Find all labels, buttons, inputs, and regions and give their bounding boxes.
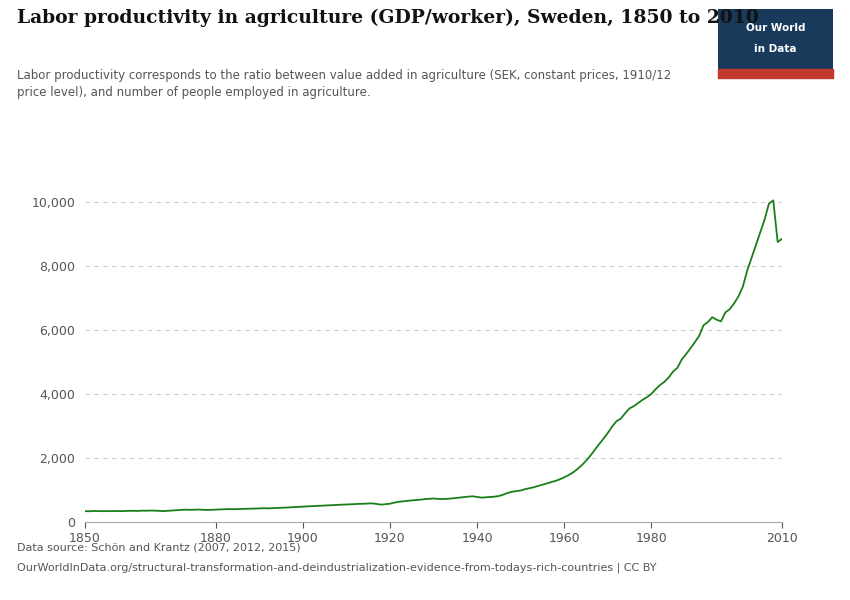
Text: Labor productivity corresponds to the ratio between value added in agriculture (: Labor productivity corresponds to the ra… (17, 69, 672, 99)
Text: Labor productivity in agriculture (GDP/worker), Sweden, 1850 to 2010: Labor productivity in agriculture (GDP/w… (17, 9, 759, 27)
Text: Our World: Our World (746, 23, 805, 34)
Text: OurWorldInData.org/structural-transformation-and-deindustrialization-evidence-fr: OurWorldInData.org/structural-transforma… (17, 563, 656, 574)
Text: Data source: Schön and Krantz (2007, 2012, 2015): Data source: Schön and Krantz (2007, 201… (17, 543, 301, 553)
Text: in Data: in Data (755, 44, 796, 54)
Bar (718, 69, 833, 78)
